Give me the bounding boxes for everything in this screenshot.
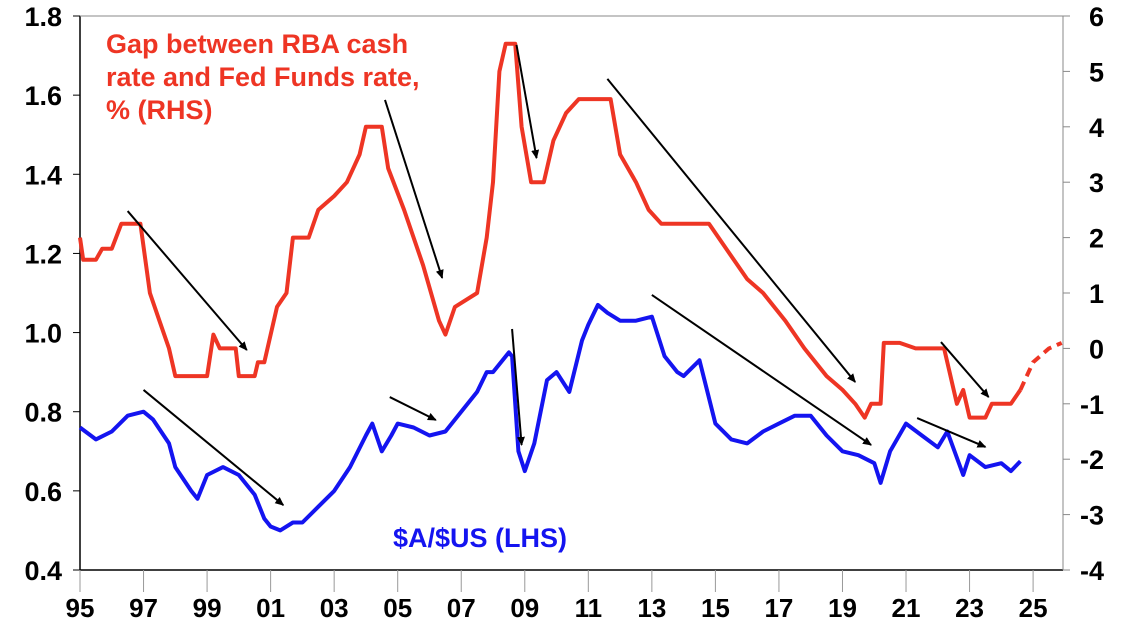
x-tick-label: 03 [320,593,349,623]
left-tick-label: 0.8 [24,398,62,428]
x-tick-label: 23 [955,593,984,623]
gap-projection-line [1018,341,1063,391]
x-tick-label: 21 [892,593,921,623]
x-tick-label: 01 [256,593,285,623]
right-tick-label: 2 [1089,224,1104,254]
right-tick-label: 1 [1089,279,1104,309]
right-tick-label: -2 [1080,445,1104,475]
gap-series-label: Gap between RBA cash rate and Fed Funds … [106,28,420,127]
right-tick-label: -1 [1080,390,1104,420]
right-tick-label: 3 [1089,168,1104,198]
x-tick-label: 07 [447,593,476,623]
right-tick-label: -4 [1080,556,1104,586]
left-tick-label: 0.6 [24,477,62,507]
x-tick-label: 19 [828,593,857,623]
axes: 0.40.60.81.01.21.41.61.8-4-3-2-101234569… [24,2,1104,623]
left-tick-label: 1.0 [24,319,62,349]
left-tick-label: 1.6 [24,81,62,111]
x-tick-label: 97 [129,593,158,623]
aud-series-label: $A/$US (LHS) [393,523,568,553]
right-tick-label: 5 [1089,57,1104,87]
left-tick-label: 0.4 [24,556,62,586]
right-tick-label: -3 [1080,501,1104,531]
x-tick-label: 11 [575,593,603,623]
x-tick-label: 09 [510,593,539,623]
gap-label-line-1: Gap between RBA cash [106,29,409,59]
right-tick-label: 4 [1089,113,1104,143]
arrow-annotations [126,44,990,506]
left-tick-label: 1.8 [24,2,62,32]
trend-arrow [511,328,525,446]
right-tick-label: 0 [1089,334,1104,364]
trend-arrow [384,99,444,279]
x-tick-label: 17 [764,593,793,623]
x-tick-label: 13 [637,593,666,623]
x-tick-label: 15 [701,593,730,623]
x-tick-label: 25 [1019,593,1048,623]
trend-arrow [142,389,285,506]
trend-arrow [916,417,987,448]
series-marks [78,41,1063,533]
x-tick-label: 99 [193,593,222,623]
trend-arrow [389,396,437,421]
right-tick-label: 6 [1089,2,1104,32]
rate-gap-line [78,41,1023,420]
trend-arrow [651,294,872,446]
left-tick-label: 1.4 [24,160,62,190]
trend-arrow [606,78,856,383]
trend-arrow [940,341,990,398]
trend-arrow [126,210,248,351]
gap-label-line-3: % (RHS) [106,95,213,125]
trend-arrow [515,44,540,160]
x-tick-label: 05 [383,593,412,623]
aud-usd-line [78,302,1022,533]
gap-label-line-2: rate and Fed Funds rate, [106,62,420,92]
left-tick-label: 1.2 [24,239,62,269]
x-tick-label: 95 [66,593,95,623]
